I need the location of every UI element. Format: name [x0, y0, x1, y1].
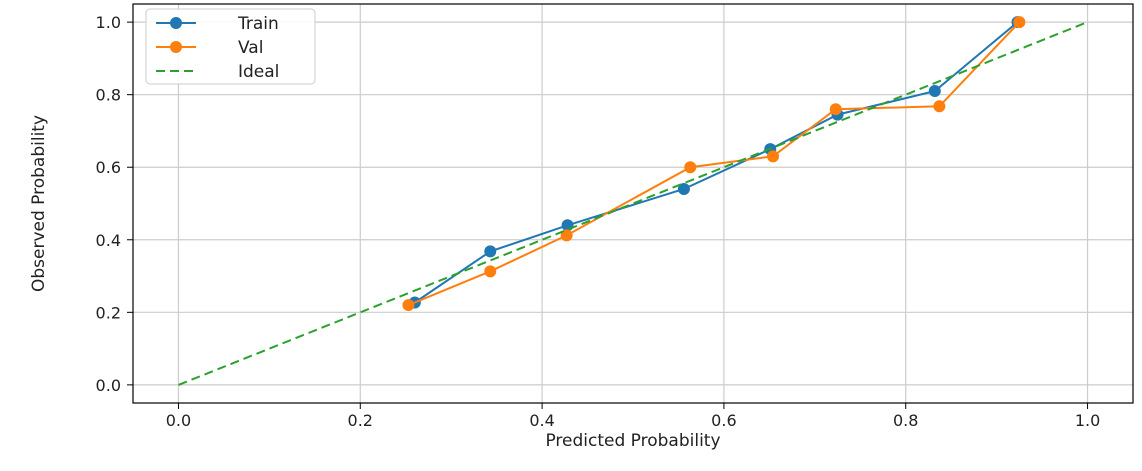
x-axis-label: Predicted Probability	[545, 431, 720, 451]
legend-frame	[145, 8, 316, 85]
data-point-val	[933, 100, 946, 113]
legend-marker-train	[170, 17, 182, 29]
x-tick-label: 1.0	[1075, 411, 1100, 430]
y-tick-label: 0.8	[96, 86, 121, 105]
data-point-val	[767, 150, 779, 163]
x-tick-label: 0.2	[348, 411, 373, 430]
plot-series	[178, 16, 1088, 386]
data-point-train	[928, 85, 941, 98]
series-line-val	[408, 21, 1021, 307]
y-tick-label: 1.0	[96, 13, 121, 32]
y-axis-label: Observed Probability	[29, 115, 49, 292]
x-tick-label: 0.6	[711, 411, 736, 430]
data-point-val	[829, 103, 842, 116]
data-point-train	[484, 245, 497, 258]
data-point-val	[684, 161, 697, 174]
series-line-ideal	[178, 21, 1088, 386]
legend: Train Val Ideal	[145, 8, 316, 85]
y-tick-label: 0.2	[96, 303, 121, 322]
y-tick-label: 0.4	[96, 231, 121, 250]
x-tick-label: 0.4	[529, 411, 554, 430]
data-point-val	[484, 265, 497, 278]
data-point-val	[560, 229, 573, 242]
series-val	[402, 16, 1026, 312]
data-point-val	[402, 299, 415, 312]
series-train	[408, 16, 1024, 309]
x-axis-ticks: 0.0 0.2 0.4 0.6 0.8 1.0	[166, 403, 1100, 430]
legend-label-ideal: Ideal	[238, 62, 279, 82]
legend-marker-val	[170, 41, 182, 53]
series-line-train	[414, 21, 1019, 304]
plot-frame	[132, 3, 1134, 404]
data-point-train	[677, 182, 690, 195]
y-tick-label: 0.0	[96, 376, 121, 395]
series-ideal	[178, 21, 1088, 386]
legend-label-val: Val	[238, 38, 263, 58]
data-point-val	[1013, 16, 1026, 29]
x-tick-label: 0.8	[893, 411, 918, 430]
data-point-train	[561, 219, 574, 232]
legend-label-train: Train	[237, 14, 279, 34]
y-axis-ticks: 0.0 0.2 0.4 0.6 0.8 1.0	[96, 13, 133, 395]
y-tick-label: 0.6	[96, 158, 121, 177]
x-tick-label: 0.0	[166, 411, 191, 430]
